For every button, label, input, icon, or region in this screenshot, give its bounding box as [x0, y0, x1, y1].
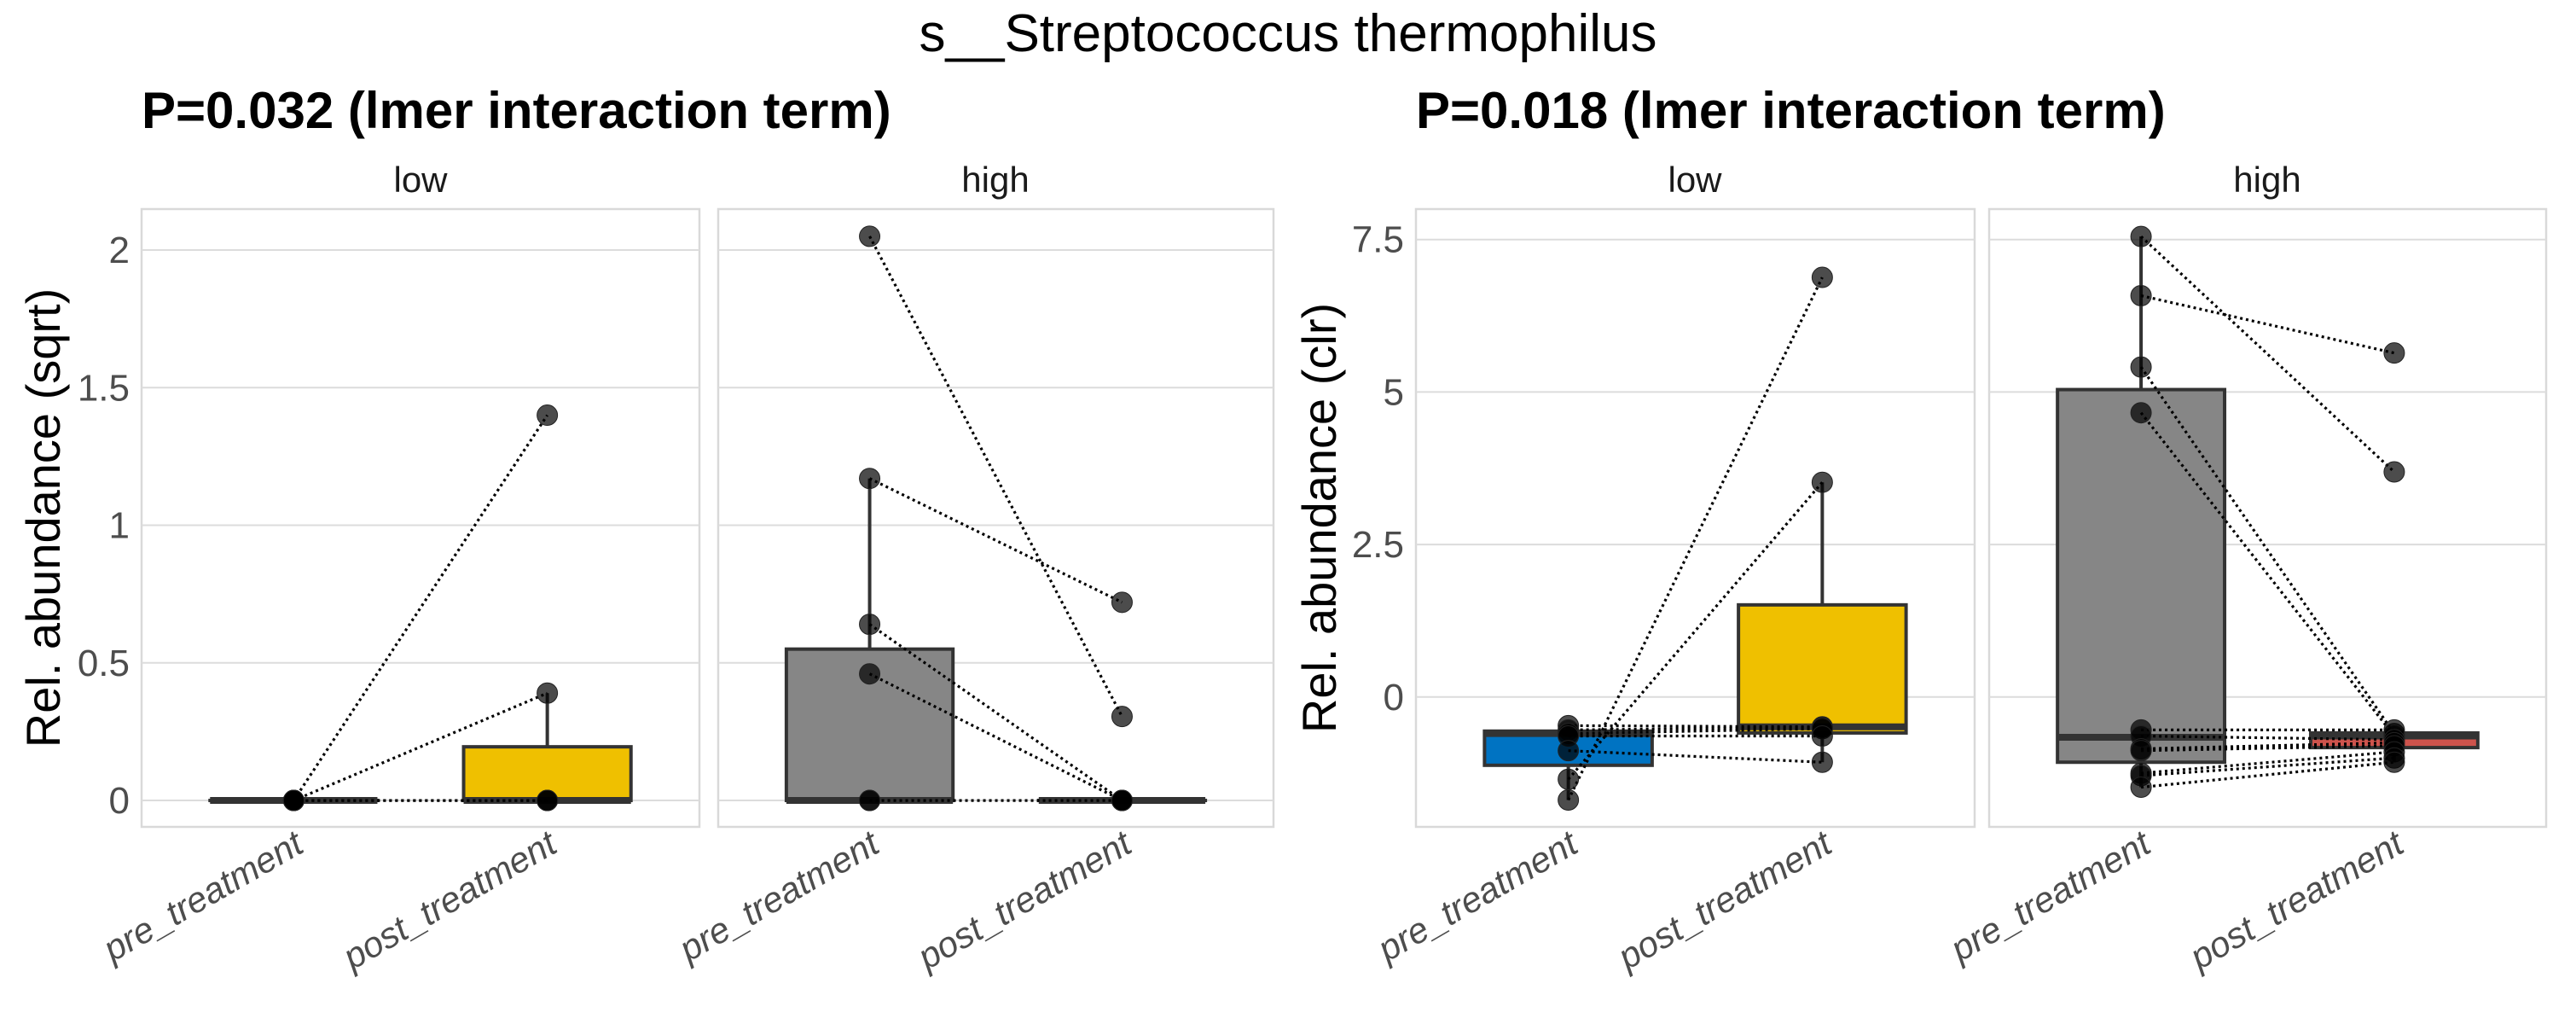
facet-label-right-low: low — [1668, 160, 1722, 200]
data-point-pre — [859, 663, 881, 685]
y-tick-label: 0 — [109, 780, 130, 822]
paired-line — [868, 236, 1123, 718]
data-point-pre — [1558, 740, 1580, 762]
y-tick-label: 0 — [1384, 677, 1404, 719]
data-point-post — [1811, 471, 1833, 493]
x-tick-label: pre_treatment — [1942, 822, 2159, 970]
data-point-pre — [1558, 789, 1580, 812]
paired-line — [293, 691, 548, 802]
right-y-axis-title: Rel. abundance (clr) — [1292, 303, 1346, 733]
paired-line — [2140, 756, 2395, 777]
x-tick-label: pre_treatment — [1369, 822, 1586, 970]
left-y-axis-title: Rel. abundance (sqrt) — [16, 288, 70, 748]
facet-panel-high: pre_treatment post_treatment — [1942, 207, 2548, 978]
facet-panel-low: pre_treatment post_treatment — [1369, 207, 1976, 978]
facet-panel-high: pre_treatment post_treatment — [670, 207, 1275, 978]
data-point-pre — [282, 789, 305, 812]
paired-line — [1568, 749, 1823, 764]
paired-line — [2140, 235, 2395, 474]
facet-label-left-low: low — [393, 160, 448, 200]
data-point-post — [2383, 342, 2405, 364]
paired-line — [2141, 734, 2394, 742]
data-point-pre — [2130, 356, 2152, 378]
paired-line — [1568, 724, 1823, 729]
paired-line — [2139, 411, 2396, 737]
data-point-pre — [1558, 768, 1580, 790]
data-point-post — [537, 682, 559, 704]
x-tick-label: post_treatment — [909, 822, 1140, 978]
y-tick-label: 7.5 — [1352, 219, 1404, 261]
facet-label-right-high: high — [2233, 160, 2300, 200]
data-point-pre — [859, 789, 881, 812]
data-point-post — [1811, 751, 1833, 773]
data-point-pre — [2130, 777, 2152, 799]
x-tick-label: post_treatment — [1610, 822, 1840, 978]
data-point-post — [537, 404, 559, 427]
paired-line — [1568, 727, 1823, 736]
data-point-post — [1111, 789, 1133, 812]
y-tick-label: 5 — [1384, 371, 1404, 413]
panel-background — [140, 207, 701, 829]
paired-line — [1567, 276, 1824, 801]
box-pre_treatment — [2056, 387, 2227, 765]
paired-line — [2139, 366, 2396, 735]
x-tick-label: pre_treatment — [670, 822, 887, 970]
paired-line — [2140, 750, 2395, 775]
y-tick-label: 2 — [109, 230, 130, 271]
paired-line — [868, 477, 1123, 604]
data-point-post — [2383, 751, 2405, 773]
data-point-pre — [2130, 740, 2152, 762]
paired-line — [2141, 744, 2394, 753]
data-point-pre — [859, 468, 881, 490]
data-point-pre — [2130, 284, 2152, 306]
x-tick-label: post_treatment — [334, 822, 565, 978]
y-tick-label: 2.5 — [1352, 524, 1404, 566]
data-point-pre — [2130, 225, 2152, 247]
data-point-pre — [859, 614, 881, 636]
facet-panel-low: pre_treatment post_treatment — [95, 207, 701, 978]
x-tick-label: pre_treatment — [95, 822, 311, 970]
chart-title: s__Streptococcus thermophilus — [919, 4, 1656, 63]
data-point-post — [1111, 706, 1133, 728]
data-point-post — [1811, 266, 1833, 288]
data-point-pre — [859, 225, 881, 247]
box-post_treatment — [1737, 602, 1908, 735]
paired-line — [293, 414, 548, 801]
paired-line — [2140, 760, 2395, 789]
right-plot-subtitle: P=0.018 (lmer interaction term) — [1416, 82, 2166, 139]
paired-line — [1568, 725, 1823, 731]
data-point-post — [1811, 725, 1833, 748]
y-tick-label: 1 — [109, 505, 130, 547]
data-point-post — [1111, 591, 1133, 614]
data-point-pre — [2130, 402, 2152, 424]
facet-label-left-high: high — [961, 160, 1029, 200]
left-plot-subtitle: P=0.032 (lmer interaction term) — [142, 82, 891, 139]
paired-line — [868, 672, 1123, 802]
x-tick-label: post_treatment — [2182, 822, 2412, 978]
y-tick-label: 1.5 — [78, 367, 130, 409]
data-point-post — [537, 789, 559, 812]
data-point-post — [2383, 461, 2405, 483]
paired-line — [2141, 741, 2394, 751]
paired-line — [2140, 294, 2395, 355]
y-tick-label: 0.5 — [78, 643, 130, 684]
